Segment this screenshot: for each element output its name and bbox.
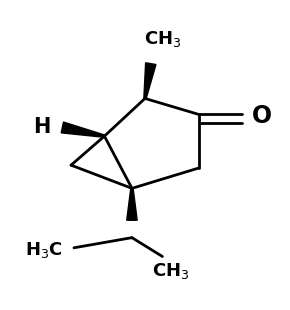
Polygon shape — [127, 188, 137, 220]
Polygon shape — [144, 63, 156, 99]
Text: H$_3$C: H$_3$C — [25, 240, 62, 260]
Text: H: H — [33, 117, 51, 137]
Text: O: O — [252, 104, 272, 128]
Text: CH$_3$: CH$_3$ — [153, 261, 190, 281]
Polygon shape — [61, 122, 105, 137]
Text: CH$_3$: CH$_3$ — [144, 29, 181, 49]
